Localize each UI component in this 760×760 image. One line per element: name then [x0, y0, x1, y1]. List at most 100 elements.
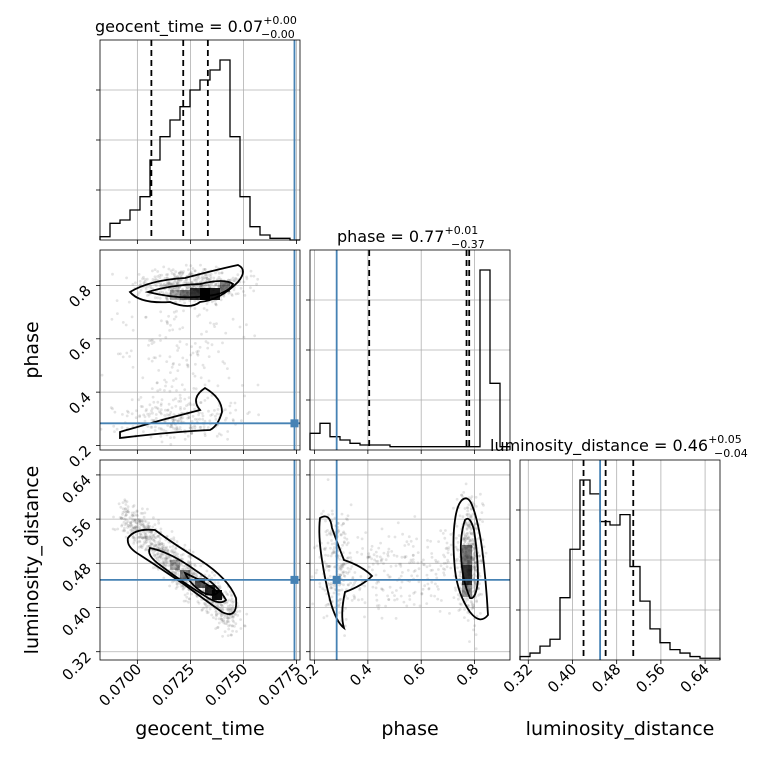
sample-point [153, 540, 157, 544]
sample-point [181, 557, 184, 561]
sample-point [151, 525, 155, 529]
sample-point [482, 503, 485, 507]
sample-point [225, 622, 229, 626]
sample-point [153, 545, 156, 548]
sample-point [167, 288, 171, 292]
sample-point [177, 568, 180, 572]
sample-point [202, 284, 206, 287]
sample-point [239, 618, 243, 621]
tick-label: 0.64 [58, 471, 94, 507]
sample-point [162, 561, 166, 565]
sample-point [153, 429, 157, 432]
sample-point [175, 540, 179, 544]
sample-point [471, 558, 475, 562]
sample-point [185, 358, 189, 362]
panel-distance-vs-geocent-time [96, 459, 301, 664]
sample-point [170, 282, 174, 286]
sample-point [381, 588, 385, 592]
sample-point [446, 558, 449, 562]
sample-point [207, 604, 211, 607]
sample-point [194, 387, 198, 391]
sample-point [171, 550, 175, 554]
sample-point [415, 537, 418, 541]
sample-point [193, 285, 197, 288]
sample-point [426, 582, 430, 586]
sample-point [160, 412, 163, 416]
sample-point [166, 282, 170, 286]
sample-point [330, 552, 334, 556]
sample-point [209, 275, 213, 279]
panel-geocent-time-hist: geocent_time = 0.07+0.00 −0.00 [95, 14, 301, 244]
sample-point [464, 534, 467, 538]
sample-point [444, 529, 447, 532]
sample-point [143, 415, 147, 419]
sample-point [461, 495, 465, 499]
sample-point [168, 283, 171, 286]
sample-point [214, 283, 217, 286]
sample-point [166, 424, 170, 427]
sample-point [145, 534, 149, 538]
sample-point [205, 609, 209, 613]
sample-point [332, 550, 336, 554]
sample-point [163, 564, 166, 568]
sample-point [162, 576, 166, 580]
sample-point [149, 542, 153, 546]
sample-point [217, 281, 221, 285]
sample-point [154, 356, 157, 360]
sample-point [134, 525, 138, 529]
sample-point [135, 536, 139, 540]
sample-point [227, 616, 231, 620]
y-axis-label-phase: phase [21, 321, 43, 378]
truth-lines [100, 460, 300, 660]
sample-point [191, 414, 195, 418]
sample-point [166, 273, 170, 276]
sample-point [345, 517, 348, 521]
sample-point [171, 290, 175, 293]
sample-point [179, 270, 183, 274]
sample-point [452, 596, 456, 599]
sample-point [224, 590, 228, 594]
sample-point [201, 363, 205, 367]
sample-point [193, 563, 196, 566]
sample-point [189, 556, 193, 560]
sample-point [232, 279, 236, 282]
sample-point [169, 436, 172, 439]
sample-point [174, 270, 178, 274]
sample-point [193, 342, 197, 345]
sample-point [158, 539, 162, 543]
sample-point [142, 281, 146, 284]
sample-point [470, 531, 473, 535]
sample-point [186, 416, 190, 420]
sample-point [256, 277, 260, 281]
sample-point [441, 532, 445, 535]
sample-point [239, 269, 243, 273]
sample-point [140, 546, 144, 549]
sample-point [329, 583, 333, 587]
sample-point [163, 558, 167, 562]
sample-point [208, 607, 212, 611]
sample-point [463, 591, 467, 594]
sample-point [153, 536, 157, 539]
sample-point [178, 272, 182, 275]
sample-point [149, 530, 153, 534]
sample-point [207, 379, 211, 383]
sample-point [199, 284, 202, 288]
sample-point [154, 405, 157, 409]
sample-point [163, 548, 167, 552]
sample-point [116, 312, 119, 315]
sample-point [471, 573, 475, 577]
sample-point [146, 294, 149, 297]
sample-point [234, 277, 238, 281]
sample-point [220, 603, 224, 607]
sample-point [341, 572, 345, 575]
sample-point [252, 289, 256, 293]
sample-point [181, 271, 185, 275]
sample-point [139, 523, 143, 526]
sample-point [231, 418, 235, 422]
sample-point [228, 623, 232, 627]
sample-point [193, 307, 197, 310]
sample-point [443, 536, 447, 540]
sample-point [199, 376, 203, 380]
sample-point [190, 572, 194, 576]
sample-point [468, 524, 472, 527]
